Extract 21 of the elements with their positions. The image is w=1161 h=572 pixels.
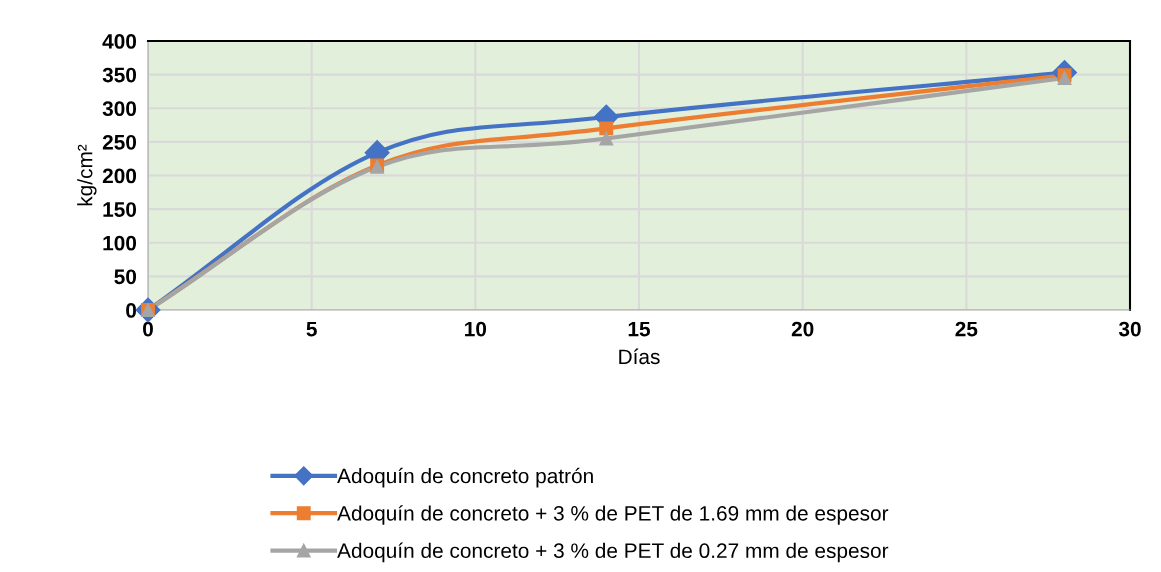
legend-label: Adoquín de concreto + 3 % de PET de 0.27 mm de espesor xyxy=(337,542,889,563)
y-tick-label: 150 xyxy=(103,202,137,217)
y-tick-label: 200 xyxy=(102,168,137,184)
legend-label: Adoquín de concreto + 3 % de PET de 1.69 mm de espesor xyxy=(337,505,889,525)
x-tick-label: 20 xyxy=(791,321,814,337)
legend-label: Adoquín de concreto patrón xyxy=(337,467,593,488)
y-tick-label: 400 xyxy=(102,34,137,49)
x-tick-label: 0 xyxy=(143,321,153,337)
y-tick-label: 0 xyxy=(126,303,137,318)
x-tick-label: 5 xyxy=(306,321,317,337)
x-tick-label: 15 xyxy=(628,321,651,337)
y-tick-label: 250 xyxy=(102,134,137,150)
y-tick-label: 300 xyxy=(102,101,137,117)
y-tick-label: 50 xyxy=(114,269,137,285)
x-tick-label: 25 xyxy=(955,321,978,337)
x-tick-label: 30 xyxy=(1118,321,1141,337)
y-tick-label: 350 xyxy=(102,67,137,83)
y-axis-title: kg/cm² xyxy=(77,144,97,206)
x-axis-title: Días xyxy=(619,348,660,365)
y-tick-label: 100 xyxy=(103,235,137,251)
x-tick-label: 10 xyxy=(465,321,487,337)
